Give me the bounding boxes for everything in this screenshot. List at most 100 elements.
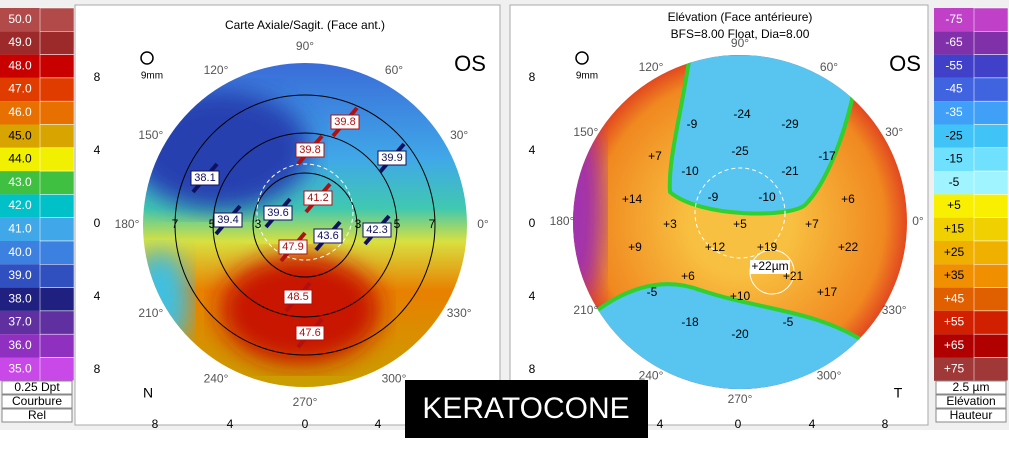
scale-strip: [973, 147, 1009, 172]
angle-label: 90°: [731, 36, 749, 50]
elevation-value: +7: [648, 149, 662, 163]
scale-cell: [934, 310, 974, 335]
ring-label: 3: [355, 217, 362, 231]
elevation-value: +12: [705, 240, 726, 254]
angle-label: 240°: [639, 368, 664, 382]
scale-cell: [0, 310, 40, 335]
scale-cell: [0, 241, 40, 265]
scale-strip: [973, 240, 1009, 265]
scale-label: 36.0: [8, 338, 32, 352]
scale-cell: [934, 124, 974, 148]
elevation-value: +17: [817, 285, 838, 299]
scale-cell: [0, 194, 40, 218]
reading-box: [263, 205, 293, 221]
scale-strip: [39, 240, 75, 265]
angle-label: 240°: [204, 371, 229, 385]
scale-cell: [0, 54, 40, 78]
y-axis-label: 0: [94, 216, 101, 230]
scale-strip: [39, 357, 75, 382]
angle-label: 330°: [447, 306, 472, 320]
scale-label: -75: [945, 12, 963, 26]
scale-label: 38.0: [8, 291, 32, 305]
scale-strip: [39, 31, 75, 55]
scale-footer: 2.5 µm: [953, 380, 990, 394]
elevation-value: +19: [757, 240, 778, 254]
reading-box: [295, 325, 325, 341]
scale-cell: [0, 8, 40, 32]
scale-cell: [0, 334, 40, 358]
ring-label: 3: [255, 217, 262, 231]
ring-label: 5: [209, 217, 216, 231]
eye-label: OS: [889, 51, 921, 76]
scale-strip: [973, 7, 1009, 32]
angle-label: 270°: [728, 392, 753, 406]
angle-label: 150°: [138, 128, 163, 142]
scale-label: +65: [944, 338, 965, 352]
scale-footer: Elévation: [946, 394, 995, 408]
x-axis-label: 8: [582, 417, 589, 431]
reading-box: [190, 170, 220, 186]
scale-strip: [973, 194, 1009, 218]
angle-label: 60°: [820, 60, 838, 74]
scale-cell: [934, 54, 974, 78]
scale-footer: Hauteur: [950, 408, 993, 422]
reading: 47.6: [299, 327, 320, 339]
scale-cell: [934, 171, 974, 195]
elevation-value: +3: [663, 217, 677, 231]
elevation-value: +10: [730, 289, 751, 303]
pupil: [256, 163, 354, 261]
elevation-value: -10: [758, 190, 776, 204]
scale-footer-box: [1, 408, 73, 423]
elevation-value: +21: [783, 269, 804, 283]
elevation-value: +14: [622, 192, 643, 206]
scale-strip: [39, 147, 75, 172]
scale-strip: [39, 100, 75, 125]
x-axis-label: 4: [657, 417, 664, 431]
elevation-value: -24: [733, 107, 751, 121]
angle-label: 90°: [296, 39, 314, 53]
scale-strip: [39, 170, 75, 195]
scale-cell: [0, 124, 40, 148]
scale-label: 44.0: [8, 152, 32, 166]
elevation-value: -5: [647, 285, 658, 299]
scale-label: +15: [944, 222, 965, 236]
reading-box: [303, 190, 333, 206]
scale-strip: [39, 77, 75, 102]
elevation-value: +6: [841, 192, 855, 206]
x-axis-label: 4: [375, 417, 382, 431]
y-axis-label: 8: [529, 362, 536, 376]
elevation-value: -5: [783, 315, 794, 329]
scale-cell: [934, 147, 974, 172]
scale-label: 47.0: [8, 82, 32, 96]
angle-label: 210°: [573, 303, 598, 317]
x-axis-label: 8: [449, 417, 456, 431]
reading-box: [295, 142, 325, 158]
scale-strip: [973, 310, 1009, 335]
angle-label: 300°: [817, 368, 842, 382]
x-axis-label: 4: [809, 417, 816, 431]
scale-footer: 0.25 Dpt: [14, 380, 60, 394]
reading: 48.5: [287, 291, 308, 303]
reading: 41.2: [307, 192, 328, 204]
scale-cell: [0, 287, 40, 311]
scale-cell: [934, 31, 974, 55]
reading: 39.6: [267, 207, 288, 219]
elevation-value: +6: [681, 269, 695, 283]
scale-strip: [39, 310, 75, 335]
scale-label: 50.0: [8, 12, 32, 26]
angle-label: 150°: [573, 125, 598, 139]
scale-label: 49.0: [8, 35, 32, 49]
scale-label: +25: [944, 245, 965, 259]
scale-label: 35.0: [8, 361, 32, 375]
x-axis-label: 8: [882, 417, 889, 431]
elevation-value: -29: [781, 117, 799, 131]
reading: 39.8: [334, 116, 355, 128]
scale-strip: [973, 170, 1009, 195]
scale-cell: [934, 334, 974, 358]
rings: [174, 94, 436, 356]
scale-footer-box: [935, 394, 1007, 409]
elevation-value: -17: [818, 149, 836, 163]
elevation-value: -18: [681, 315, 699, 329]
scale-cell: [0, 264, 40, 288]
reading-box: [278, 239, 308, 255]
